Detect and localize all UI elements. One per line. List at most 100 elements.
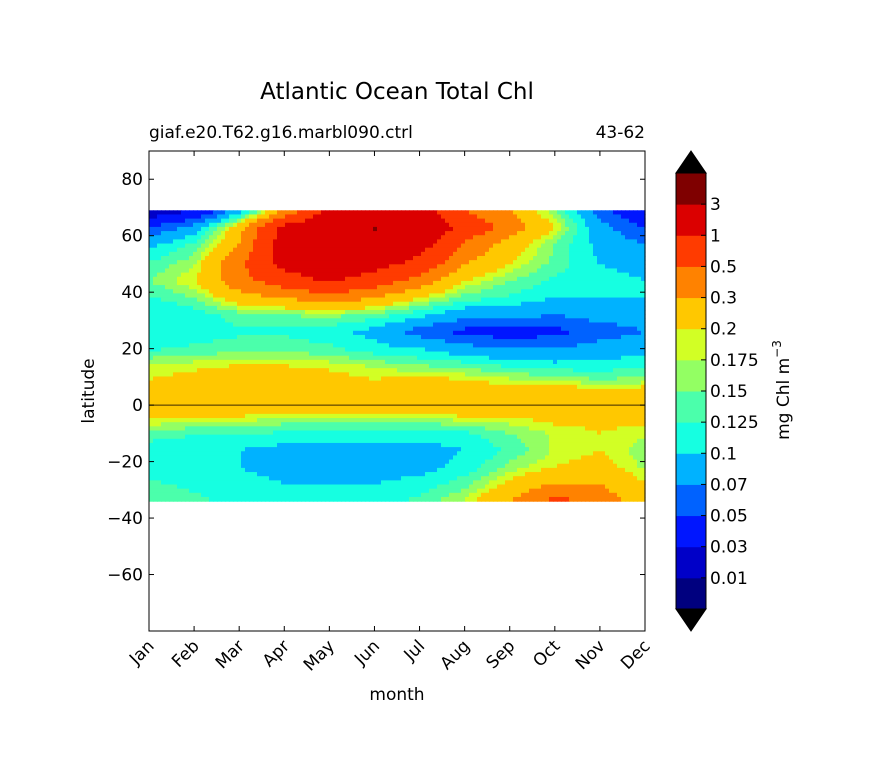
heatmap-cell [189, 243, 194, 249]
heatmap-cell [261, 326, 266, 332]
heatmap-cell [273, 380, 278, 386]
heatmap-cell [345, 393, 350, 398]
heatmap-cell [405, 347, 410, 353]
heatmap-cell [265, 463, 270, 469]
heatmap-cell [317, 442, 322, 448]
heatmap-cell [333, 459, 338, 465]
heatmap-cell [253, 318, 258, 324]
heatmap-cell [253, 484, 258, 490]
heatmap-cell [157, 310, 162, 315]
heatmap-cell [345, 463, 350, 469]
heatmap-cell [313, 268, 318, 274]
heatmap-cell [353, 289, 358, 294]
heatmap-cell [417, 310, 422, 315]
heatmap-cell [349, 343, 354, 348]
heatmap-cell [353, 388, 358, 394]
heatmap-cell [309, 434, 314, 440]
heatmap-cell [189, 339, 194, 344]
heatmap-cell [149, 409, 154, 415]
heatmap-cell [233, 496, 238, 502]
heatmap-cell [317, 355, 322, 361]
heatmap-cell [149, 339, 154, 344]
heatmap-cell [357, 264, 362, 270]
heatmap-cell [333, 372, 338, 378]
heatmap-cell [225, 218, 230, 224]
heatmap-cell [261, 488, 266, 494]
heatmap-cell [285, 339, 290, 344]
heatmap-cell [417, 472, 422, 477]
heatmap-cell [349, 297, 354, 303]
heatmap-cell [325, 268, 330, 274]
heatmap-cell [149, 422, 154, 427]
heatmap-cell [197, 289, 202, 294]
heatmap-cell [177, 451, 182, 457]
heatmap-cell [197, 368, 202, 373]
heatmap-cell [153, 447, 158, 452]
heatmap-cell [333, 492, 338, 498]
heatmap-cell [221, 322, 226, 328]
heatmap-cell [277, 293, 282, 299]
heatmap-cell [377, 388, 382, 394]
heatmap-cell [313, 347, 318, 353]
heatmap-cell [325, 368, 330, 373]
heatmap-cell [405, 380, 410, 386]
heatmap-cell [405, 247, 410, 253]
heatmap-cell [201, 488, 206, 494]
heatmap-cell [393, 235, 398, 240]
heatmap-cell [161, 231, 166, 236]
heatmap-cell [417, 368, 422, 373]
heatmap-cell [225, 480, 230, 486]
heatmap-cell [413, 430, 418, 436]
heatmap-cell [365, 422, 370, 427]
heatmap-cell [205, 310, 210, 315]
heatmap-cell [357, 409, 362, 415]
heatmap-cell [373, 388, 378, 394]
heatmap-cell [253, 430, 258, 436]
heatmap-cell [309, 430, 314, 436]
heatmap-cell [293, 247, 298, 253]
heatmap-cell [273, 334, 278, 340]
heatmap-cell [329, 334, 334, 340]
heatmap-cell [301, 226, 306, 232]
heatmap-cell [421, 214, 426, 220]
heatmap-cell [189, 239, 194, 245]
heatmap-cell [393, 247, 398, 253]
heatmap-cell [325, 451, 330, 457]
heatmap-cell [329, 339, 334, 344]
heatmap-cell [265, 347, 270, 353]
heatmap-cell [389, 492, 394, 498]
heatmap-cell [421, 222, 426, 228]
heatmap-cell [233, 226, 238, 232]
heatmap-cell [409, 276, 414, 282]
heatmap-cell [313, 276, 318, 282]
heatmap-cell [337, 409, 342, 415]
heatmap-cell [393, 322, 398, 328]
heatmap-cell [401, 330, 406, 336]
heatmap-cell [341, 218, 346, 224]
heatmap-cell [409, 210, 414, 216]
heatmap-cell [177, 476, 182, 481]
heatmap-cell [297, 388, 302, 394]
heatmap-cell [381, 247, 386, 253]
heatmap-cell [325, 355, 330, 361]
heatmap-cell [325, 247, 330, 253]
heatmap-cell [417, 339, 422, 344]
heatmap-cell [373, 376, 378, 382]
heatmap-cell [233, 459, 238, 465]
heatmap-cell [245, 334, 250, 340]
heatmap-cell [285, 264, 290, 270]
heatmap-cell [409, 239, 414, 245]
heatmap-cell [273, 297, 278, 303]
heatmap-cell [217, 480, 222, 486]
heatmap-cell [233, 393, 238, 398]
heatmap-cell [365, 339, 370, 344]
heatmap-cell [393, 293, 398, 299]
heatmap-cell [173, 476, 178, 481]
heatmap-cell [377, 235, 382, 240]
heatmap-cell [337, 243, 342, 249]
heatmap-cell [205, 488, 210, 494]
heatmap-cell [293, 301, 298, 307]
heatmap-cell [209, 492, 214, 498]
heatmap-cell [273, 372, 278, 378]
heatmap-cell [317, 276, 322, 282]
